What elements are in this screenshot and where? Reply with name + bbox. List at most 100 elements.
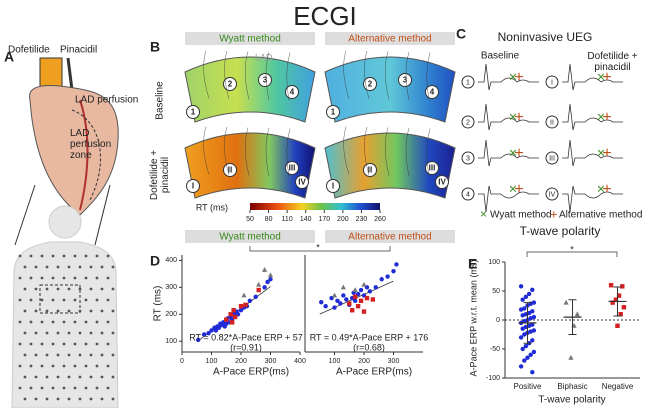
lead-marker [461, 115, 475, 129]
lead-marker [545, 75, 559, 89]
site-marker [186, 179, 200, 193]
site-marker [258, 73, 272, 87]
electrode [73, 298, 77, 302]
torso [11, 205, 119, 408]
contour [245, 51, 250, 100]
electrode [23, 309, 27, 313]
electrode [73, 276, 77, 280]
colorbar-tick-label: 80 [265, 216, 273, 223]
data-point [216, 325, 222, 330]
data-point [256, 287, 261, 293]
lead-label: II [550, 119, 554, 126]
electrode [95, 276, 99, 280]
contour [405, 127, 410, 177]
contour [245, 127, 250, 176]
correlation: (r=0.91) [230, 342, 262, 352]
electrode [23, 331, 27, 335]
electrode [67, 353, 71, 357]
ecg-trace [478, 63, 539, 91]
data-point [391, 268, 396, 274]
electrode [84, 364, 88, 368]
data-point [518, 335, 524, 340]
electrode [84, 254, 88, 258]
site-label: III [289, 164, 296, 173]
data-point [568, 354, 574, 360]
data-point [522, 358, 527, 363]
panel-title: ECGI [293, 1, 357, 31]
x-axis-label: A-Pace ERP(ms) [336, 367, 412, 378]
electrode [89, 353, 93, 357]
method-label: Alternative method [348, 34, 431, 45]
electrode [40, 298, 44, 302]
electrode [95, 342, 99, 346]
data-point [247, 298, 253, 304]
electrode [56, 287, 60, 291]
colorbar [250, 203, 380, 210]
electrode [95, 386, 99, 390]
electrode [84, 320, 88, 324]
electrode [23, 375, 27, 379]
site-marker [363, 77, 377, 91]
electrode [34, 265, 38, 269]
data-point [530, 287, 535, 293]
ecg-traces: 1 ×+ I ×+2 ×+ II ×+3 ×+ III ×+4 ×+ IV ×+ [461, 63, 623, 213]
significance-bracket [249, 246, 391, 252]
rt-map [324, 132, 456, 199]
x-tick-label: Biphasic [557, 382, 587, 391]
x-tick-label: Positive [513, 382, 542, 391]
electrode [51, 298, 55, 302]
data-point [373, 285, 378, 290]
lead-marker [545, 151, 559, 165]
electrode [78, 397, 82, 401]
significance-bracket [526, 251, 618, 257]
electrode [95, 298, 99, 302]
lead-label: 1 [466, 79, 470, 86]
data-point [361, 309, 367, 314]
perfusion-cannula [39, 57, 63, 89]
method-label: Wyatt method [219, 34, 281, 45]
x-tick-label: 300 [265, 358, 277, 365]
colorbar-tick-label: 110 [282, 216, 293, 223]
rt-map [324, 56, 456, 123]
data-point [520, 346, 525, 352]
data-point [256, 281, 262, 287]
electrode [62, 364, 66, 368]
ecg-trace [562, 185, 623, 213]
rt-map [184, 56, 316, 123]
electrode [111, 375, 115, 379]
drug-label: Dofetilide [8, 45, 50, 56]
contour [286, 52, 291, 101]
error-bar [613, 286, 622, 317]
electrode [45, 331, 49, 335]
electrode [29, 298, 33, 302]
electrode [111, 309, 115, 313]
data-point [335, 298, 340, 304]
electrode [106, 364, 110, 368]
data-point [344, 297, 349, 302]
electrode [18, 276, 22, 280]
alt-marker: + [514, 109, 523, 126]
column-label: Baseline [481, 51, 520, 62]
data-point [615, 323, 620, 328]
contour [426, 52, 431, 101]
x-axis-label: T-wave polarity [538, 395, 605, 406]
data-point [358, 298, 364, 304]
electrode [100, 353, 104, 357]
ecg-trace [478, 103, 539, 131]
electrode [45, 353, 49, 357]
electrode [23, 287, 27, 291]
data-point [267, 272, 274, 278]
wyatt-marker: × [509, 145, 517, 161]
electrode [62, 276, 66, 280]
panel-label: E [468, 256, 477, 272]
heart [29, 85, 119, 216]
data-point [523, 343, 529, 349]
electrode [106, 320, 110, 324]
alt-marker: + [514, 69, 523, 86]
electrode [45, 309, 49, 313]
contour [364, 50, 370, 100]
electrode [84, 276, 88, 280]
colorbar-tick-label: 230 [356, 216, 368, 223]
data-point [523, 294, 529, 299]
